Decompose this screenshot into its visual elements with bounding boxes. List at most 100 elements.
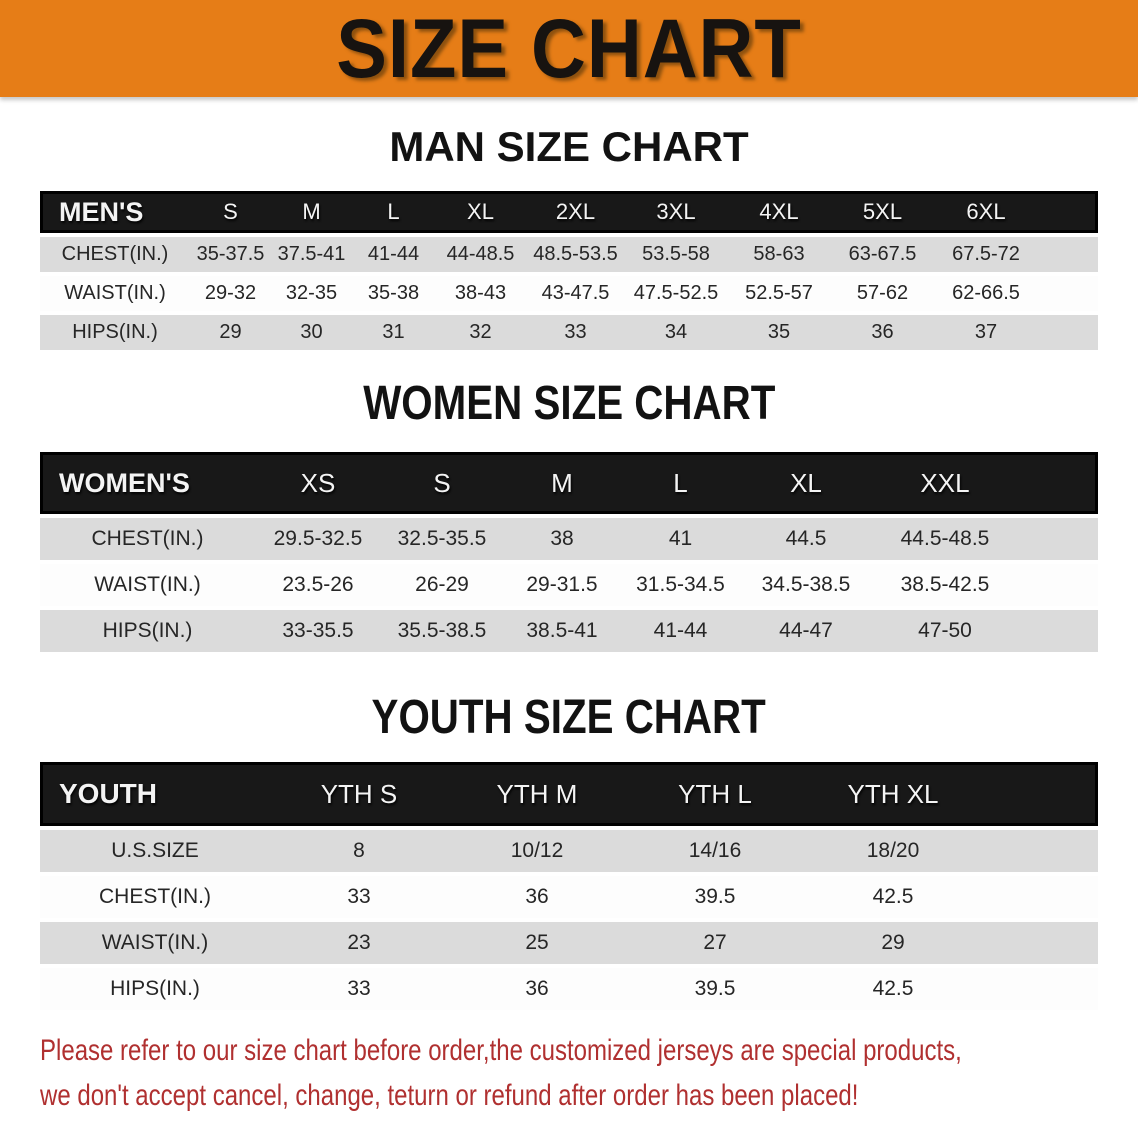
disclaimer-line-1: Please refer to our size chart before or… <box>40 1034 962 1067</box>
men-size-table: MEN'S S M L XL 2XL 3XL 4XL 5XL 6XL CHEST(IN.) 35-37… <box>40 187 1098 354</box>
cell-value: 8 <box>270 830 448 872</box>
cell-value: 42.5 <box>804 968 982 1010</box>
size-chart-banner: SIZE CHART <box>0 0 1138 97</box>
row-label: CHEST(IN.) <box>40 518 255 560</box>
header-spacer <box>1038 191 1098 233</box>
cell-spacer <box>1038 276 1098 311</box>
disclaimer-line-2: we don't accept cancel, change, teturn o… <box>40 1079 859 1112</box>
youth-size-table: YOUTH YTH S YTH M YTH L YTH XL U.S.SIZE 8 10/12… <box>40 758 1098 1014</box>
cell-spacer <box>1018 564 1098 606</box>
cell-value: 52.5-57 <box>727 276 831 311</box>
column-header: 2XL <box>526 191 625 233</box>
cell-value: 44.5-48.5 <box>872 518 1018 560</box>
cell-value: 10/12 <box>448 830 626 872</box>
table-row: WAIST(IN.) 29-32 32-35 35-38 38-43 43-47.5 47.… <box>40 276 1098 311</box>
row-label: CHEST(IN.) <box>40 237 190 272</box>
cell-value: 58-63 <box>727 237 831 272</box>
column-header: S <box>381 452 503 514</box>
cell-spacer <box>982 876 1098 918</box>
column-header: YTH XL <box>804 762 982 826</box>
row-label: HIPS(IN.) <box>40 968 270 1010</box>
cell-spacer <box>1038 315 1098 350</box>
column-header: S <box>190 191 271 233</box>
cell-value: 14/16 <box>626 830 804 872</box>
column-header: XL <box>435 191 526 233</box>
cell-value: 25 <box>448 922 626 964</box>
table-row: CHEST(IN.) 29.5-32.5 32.5-35.5 38 41 44.5 44.5… <box>40 518 1098 560</box>
cell-value: 29-31.5 <box>503 564 621 606</box>
row-label: WAIST(IN.) <box>40 922 270 964</box>
column-header: M <box>271 191 352 233</box>
cell-value: 32.5-35.5 <box>381 518 503 560</box>
table-title: YOUTH <box>40 762 270 826</box>
header-spacer <box>982 762 1098 826</box>
column-header: L <box>352 191 435 233</box>
cell-value: 44-48.5 <box>435 237 526 272</box>
cell-value: 41-44 <box>621 610 740 652</box>
cell-value: 36 <box>831 315 934 350</box>
cell-value: 23 <box>270 922 448 964</box>
cell-value: 57-62 <box>831 276 934 311</box>
header-row: MEN'S S M L XL 2XL 3XL 4XL 5XL 6XL <box>40 191 1098 233</box>
cell-value: 42.5 <box>804 876 982 918</box>
cell-value: 33 <box>270 876 448 918</box>
table-row: WAIST(IN.) 23.5-26 26-29 29-31.5 31.5-34.5 34… <box>40 564 1098 606</box>
cell-value: 29 <box>190 315 271 350</box>
cell-value: 63-67.5 <box>831 237 934 272</box>
cell-spacer <box>1018 518 1098 560</box>
header-row: YOUTH YTH S YTH M YTH L YTH XL <box>40 762 1098 826</box>
cell-value: 33-35.5 <box>255 610 381 652</box>
cell-value: 47.5-52.5 <box>625 276 727 311</box>
table-row: U.S.SIZE 8 10/12 14/16 18/20 <box>40 830 1098 872</box>
cell-value: 41 <box>621 518 740 560</box>
banner-title: SIZE CHART <box>336 1 802 95</box>
cell-value: 38 <box>503 518 621 560</box>
cell-spacer <box>982 968 1098 1010</box>
cell-value: 67.5-72 <box>934 237 1038 272</box>
column-header: 6XL <box>934 191 1038 233</box>
cell-value: 44.5 <box>740 518 872 560</box>
table-row: CHEST(IN.) 33 36 39.5 42.5 <box>40 876 1098 918</box>
cell-value: 32 <box>435 315 526 350</box>
column-header: L <box>621 452 740 514</box>
cell-value: 34.5-38.5 <box>740 564 872 606</box>
cell-value: 32-35 <box>271 276 352 311</box>
row-label: WAIST(IN.) <box>40 564 255 606</box>
table-title: WOMEN'S <box>40 452 255 514</box>
row-label: WAIST(IN.) <box>40 276 190 311</box>
cell-spacer <box>1018 610 1098 652</box>
table-title: MEN'S <box>40 191 190 233</box>
cell-value: 37.5-41 <box>271 237 352 272</box>
column-header: YTH L <box>626 762 804 826</box>
column-header: XL <box>740 452 872 514</box>
row-label: U.S.SIZE <box>40 830 270 872</box>
column-header: XXL <box>872 452 1018 514</box>
cell-value: 38-43 <box>435 276 526 311</box>
order-disclaimer: Please refer to our size chart before or… <box>40 1028 1138 1118</box>
cell-value: 29-32 <box>190 276 271 311</box>
cell-value: 37 <box>934 315 1038 350</box>
cell-value: 36 <box>448 876 626 918</box>
column-header: 3XL <box>625 191 727 233</box>
cell-value: 38.5-42.5 <box>872 564 1018 606</box>
column-header: YTH M <box>448 762 626 826</box>
cell-value: 38.5-41 <box>503 610 621 652</box>
cell-value: 47-50 <box>872 610 1018 652</box>
cell-spacer <box>982 830 1098 872</box>
cell-value: 29 <box>804 922 982 964</box>
cell-value: 33 <box>270 968 448 1010</box>
cell-value: 35-38 <box>352 276 435 311</box>
cell-spacer <box>982 922 1098 964</box>
cell-value: 36 <box>448 968 626 1010</box>
women-size-table: WOMEN'S XS S M L XL XXL CHEST(IN.) 29.5-32.5 32.5… <box>40 448 1098 656</box>
column-header: 4XL <box>727 191 831 233</box>
cell-spacer <box>1038 237 1098 272</box>
table-row: HIPS(IN.) 33-35.5 35.5-38.5 38.5-41 41-44 44-… <box>40 610 1098 652</box>
column-header: 5XL <box>831 191 934 233</box>
row-label: HIPS(IN.) <box>40 610 255 652</box>
cell-value: 39.5 <box>626 968 804 1010</box>
cell-value: 53.5-58 <box>625 237 727 272</box>
cell-value: 41-44 <box>352 237 435 272</box>
column-header: XS <box>255 452 381 514</box>
cell-value: 39.5 <box>626 876 804 918</box>
